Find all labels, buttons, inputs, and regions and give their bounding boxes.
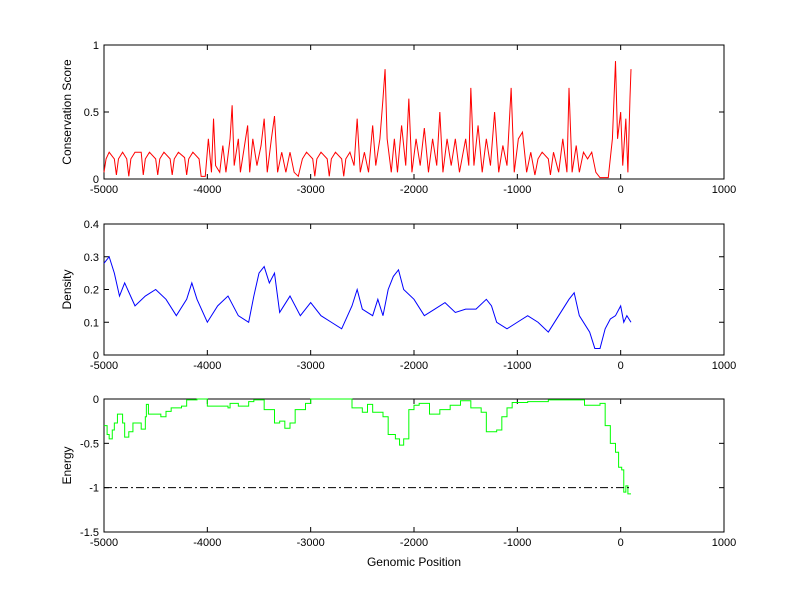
y-tick-label: 0 (93, 350, 99, 362)
y-tick-label: -0.5 (80, 438, 99, 450)
x-tick-label: -5000 (90, 360, 118, 372)
axes-box (103, 398, 725, 533)
series-line-energy (104, 398, 631, 495)
y-axis-label: Energy (60, 446, 74, 484)
x-tick-label: -5000 (90, 184, 118, 196)
subplot-3: -5000 -4000 -3000 -2000 -1000 0 1000 -1.5 -1 -0.5… (60, 394, 736, 569)
y-tick-label: 0 (93, 174, 99, 186)
x-tick-label: 1000 (712, 184, 736, 196)
x-tick-label: -2000 (400, 184, 428, 196)
x-tick-label: -4000 (193, 184, 221, 196)
x-tick-label: 0 (618, 360, 624, 372)
x-tick-label: -1000 (503, 360, 531, 372)
y-tick-label: -1.5 (80, 527, 99, 539)
y-tick-label: 0.5 (84, 107, 99, 119)
series-line-conservation (103, 61, 632, 179)
x-tick-label: 1000 (712, 360, 736, 372)
y-tick-label: 1 (93, 40, 99, 52)
y-tick-label: 0.3 (84, 252, 99, 264)
x-tick-label: -5000 (90, 537, 118, 549)
y-tick-label: 0.1 (84, 317, 99, 329)
x-tick-label: -2000 (400, 537, 428, 549)
x-tick-label: -4000 (193, 360, 221, 372)
x-tick-label: 0 (618, 537, 624, 549)
x-tick-label: -3000 (297, 184, 325, 196)
y-tick-label: 0 (93, 394, 99, 406)
x-tick-label: -1000 (503, 184, 531, 196)
x-tick-label: -4000 (193, 537, 221, 549)
y-axis-label: Density (60, 269, 74, 309)
x-tick-label: -3000 (297, 360, 325, 372)
y-axis-label: Conservation Score (60, 59, 74, 165)
x-tick-label: -2000 (400, 360, 428, 372)
x-tick-label: -1000 (503, 537, 531, 549)
x-tick-label: -3000 (297, 537, 325, 549)
x-axis-label: Genomic Position (367, 555, 461, 569)
subplot-1: -5000 -4000 -3000 -2000 -1000 0 1000 0 0.5 1 Conse… (60, 40, 736, 196)
x-tick-label: 0 (618, 184, 624, 196)
y-tick-label: 0.4 (84, 219, 99, 231)
y-tick-label: -1 (89, 483, 99, 495)
series-line-density (103, 255, 632, 349)
axes-box (103, 223, 725, 356)
y-tick-label: 0.2 (84, 285, 99, 297)
x-tick-label: 1000 (712, 537, 736, 549)
subplot-2: -5000 -4000 -3000 -2000 -1000 0 1000 0 0.1 0.2 0.3… (60, 219, 736, 372)
